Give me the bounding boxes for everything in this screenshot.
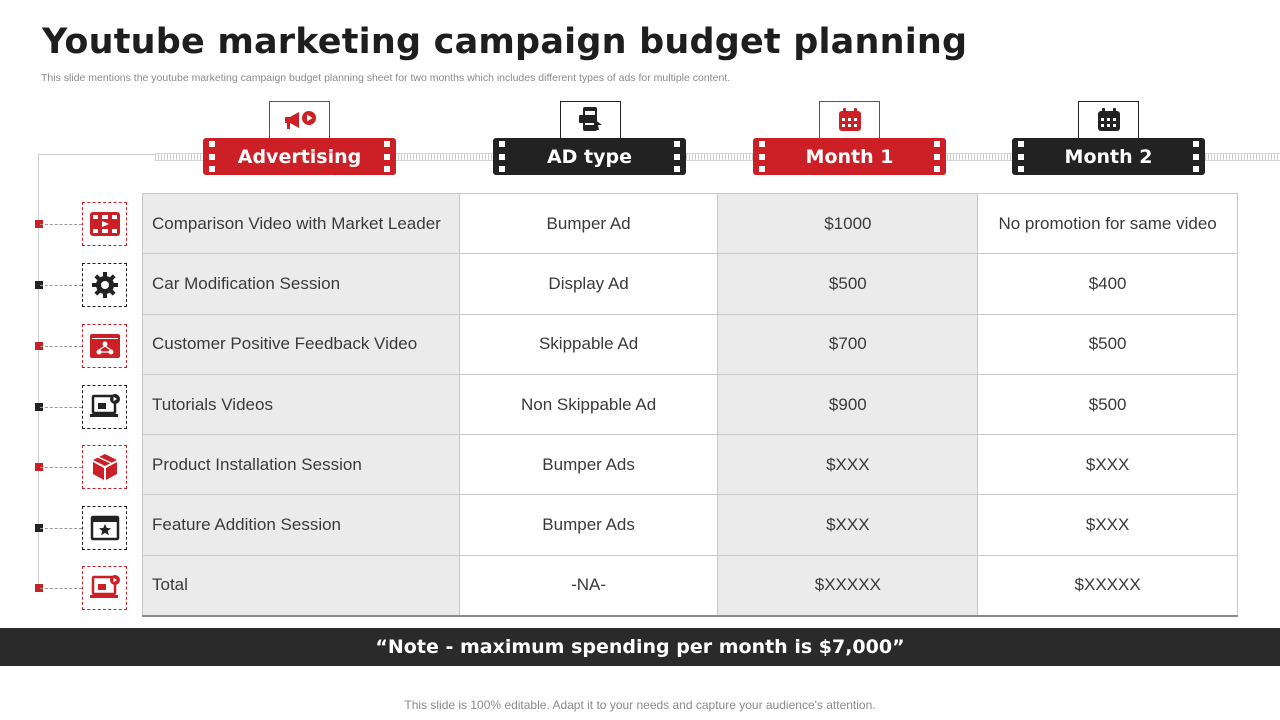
video-player-icon — [82, 202, 127, 246]
table-row: Tutorials Videos Non Skippable Ad $900 $… — [142, 373, 1238, 436]
table-row-total: Total -NA- $XXXXX $XXXXX — [142, 554, 1238, 617]
feedback-network-icon — [82, 324, 127, 368]
row-connector — [40, 407, 82, 408]
header-label: AD type — [546, 145, 633, 168]
product-box-icon — [82, 445, 127, 489]
month-2-cell: $500 — [977, 313, 1238, 375]
row-connector — [40, 285, 82, 286]
footer-text: This slide is 100% editable. Adapt it to… — [404, 698, 876, 712]
calendar-icon — [1078, 101, 1139, 139]
ad-type-cell: Bumper Ads — [458, 434, 719, 496]
budget-table: Comparison Video with Market Leader Bump… — [142, 192, 1238, 617]
row-marker — [35, 403, 43, 411]
month-2-cell: $XXX — [977, 434, 1238, 496]
month-1-cell: $XXXXX — [717, 554, 979, 617]
advertising-cell: Product Installation Session — [142, 434, 460, 496]
header-rail — [155, 153, 1280, 161]
header-month-2: Month 2 — [1012, 138, 1205, 175]
month-1-cell: $1000 — [717, 192, 979, 255]
advertising-cell: Car Modification Session — [142, 253, 460, 315]
row-marker — [35, 584, 43, 592]
table-row: Comparison Video with Market Leader Bump… — [142, 192, 1238, 255]
month-2-cell: $400 — [977, 253, 1238, 315]
header-label: Month 1 — [805, 145, 894, 168]
ad-type-cell: Non Skippable Ad — [458, 373, 719, 436]
header-month-1: Month 1 — [753, 138, 946, 175]
month-1-cell: $700 — [717, 313, 979, 375]
calendar-icon — [819, 101, 880, 139]
star-window-icon — [82, 506, 127, 550]
ad-type-cell: Bumper Ad — [458, 192, 719, 255]
month-1-cell: $500 — [717, 253, 979, 315]
month-1-cell: $XXX — [717, 434, 979, 496]
month-2-cell: $XXX — [977, 494, 1238, 556]
rail-left-line — [38, 154, 155, 155]
header-advertising: Advertising — [203, 138, 396, 175]
month-1-cell: $XXX — [717, 494, 979, 556]
table-row: Product Installation Session Bumper Ads … — [142, 434, 1238, 496]
mobile-ad-icon — [560, 101, 621, 139]
header-ad-type: AD type — [493, 138, 686, 175]
month-2-cell: No promotion for same video — [977, 192, 1238, 255]
ad-type-cell: Skippable Ad — [458, 313, 719, 375]
note-text: “Note - maximum spending per month is $7… — [375, 636, 905, 658]
row-connector — [40, 467, 82, 468]
laptop-video-icon — [82, 566, 127, 610]
page-title: Youtube marketing campaign budget planni… — [42, 22, 968, 62]
table-row: Feature Addition Session Bumper Ads $XXX… — [142, 494, 1238, 556]
row-connector — [40, 346, 82, 347]
note-banner: “Note - maximum spending per month is $7… — [0, 628, 1280, 666]
table-row: Car Modification Session Display Ad $500… — [142, 253, 1238, 315]
table-row: Customer Positive Feedback Video Skippab… — [142, 313, 1238, 375]
ad-type-cell: Display Ad — [458, 253, 719, 315]
advertising-cell: Total — [142, 554, 460, 617]
header-label: Month 2 — [1064, 145, 1153, 168]
laptop-tutorial-icon — [82, 385, 127, 429]
page-subtitle: This slide mentions the youtube marketin… — [41, 72, 731, 84]
row-marker — [35, 220, 43, 228]
row-marker — [35, 463, 43, 471]
month-1-cell: $900 — [717, 373, 979, 436]
advertising-cell: Comparison Video with Market Leader — [142, 192, 460, 255]
row-connector — [40, 588, 82, 589]
row-marker — [35, 281, 43, 289]
advertising-cell: Customer Positive Feedback Video — [142, 313, 460, 375]
header-label: Advertising — [237, 145, 362, 168]
row-connector — [40, 224, 82, 225]
ad-type-cell: Bumper Ads — [458, 494, 719, 556]
row-marker — [35, 524, 43, 532]
month-2-cell: $500 — [977, 373, 1238, 436]
month-2-cell: $XXXXX — [977, 554, 1238, 617]
gear-icon — [82, 263, 127, 307]
row-connector — [40, 528, 82, 529]
row-connector-line — [38, 154, 39, 588]
ad-type-cell: -NA- — [458, 554, 719, 617]
megaphone-icon — [269, 101, 330, 139]
advertising-cell: Tutorials Videos — [142, 373, 460, 436]
advertising-cell: Feature Addition Session — [142, 494, 460, 556]
row-marker — [35, 342, 43, 350]
